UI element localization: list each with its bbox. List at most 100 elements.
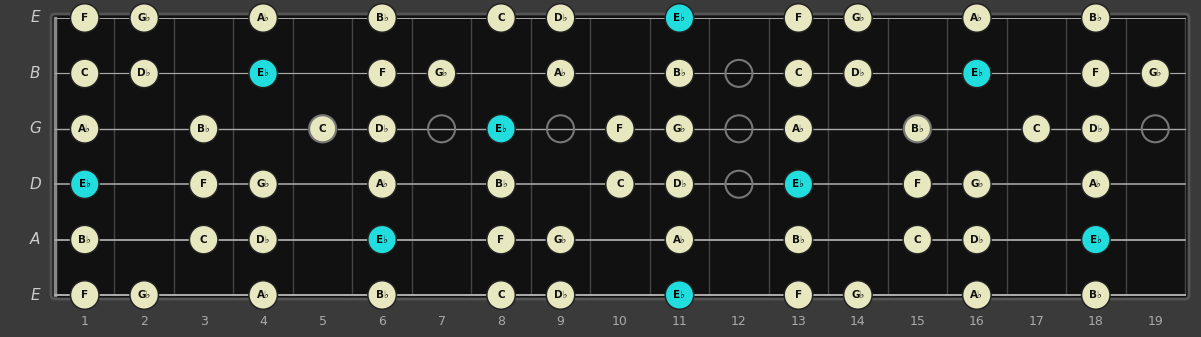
Circle shape xyxy=(607,115,633,142)
Text: D♭: D♭ xyxy=(376,124,389,134)
Circle shape xyxy=(962,224,992,254)
Circle shape xyxy=(605,114,635,144)
Text: F: F xyxy=(795,290,802,300)
Text: A♭: A♭ xyxy=(791,124,805,134)
Circle shape xyxy=(368,3,398,33)
Text: B♭: B♭ xyxy=(1089,13,1103,23)
Text: A♭: A♭ xyxy=(554,68,567,79)
Circle shape xyxy=(664,114,694,144)
Circle shape xyxy=(1081,114,1111,144)
Circle shape xyxy=(963,4,991,31)
Text: E♭: E♭ xyxy=(495,124,507,134)
Circle shape xyxy=(1140,58,1170,88)
Text: 12: 12 xyxy=(731,315,747,328)
Circle shape xyxy=(1081,224,1111,254)
Circle shape xyxy=(545,280,575,310)
Circle shape xyxy=(488,171,514,198)
Circle shape xyxy=(486,114,516,144)
Circle shape xyxy=(488,226,514,253)
Text: D♭: D♭ xyxy=(554,290,567,300)
Text: B♭: B♭ xyxy=(376,13,389,23)
Circle shape xyxy=(486,224,516,254)
Circle shape xyxy=(667,226,693,253)
Circle shape xyxy=(962,58,992,88)
Circle shape xyxy=(843,3,873,33)
Text: G♭: G♭ xyxy=(138,290,151,300)
Circle shape xyxy=(783,224,813,254)
Circle shape xyxy=(190,115,217,142)
Circle shape xyxy=(1082,281,1110,308)
Circle shape xyxy=(130,280,160,310)
Text: G♭: G♭ xyxy=(970,179,984,189)
Text: F: F xyxy=(616,124,623,134)
Circle shape xyxy=(486,169,516,199)
Circle shape xyxy=(962,3,992,33)
Text: 10: 10 xyxy=(613,315,628,328)
Text: A: A xyxy=(30,232,40,247)
Text: G♭: G♭ xyxy=(435,68,448,79)
Circle shape xyxy=(1081,280,1111,310)
Circle shape xyxy=(902,224,932,254)
Circle shape xyxy=(667,171,693,198)
Text: F: F xyxy=(378,68,386,79)
Text: 19: 19 xyxy=(1147,315,1163,328)
Circle shape xyxy=(190,226,217,253)
Circle shape xyxy=(369,281,395,308)
Circle shape xyxy=(428,60,455,87)
Text: G♭: G♭ xyxy=(138,13,151,23)
Circle shape xyxy=(1082,226,1110,253)
Circle shape xyxy=(664,58,694,88)
Circle shape xyxy=(785,281,812,308)
Text: B♭: B♭ xyxy=(78,235,91,245)
Circle shape xyxy=(607,171,633,198)
Text: E♭: E♭ xyxy=(674,13,686,23)
Circle shape xyxy=(71,226,98,253)
Text: A♭: A♭ xyxy=(257,13,269,23)
Circle shape xyxy=(369,115,395,142)
Circle shape xyxy=(664,3,694,33)
Circle shape xyxy=(844,281,872,308)
Circle shape xyxy=(189,224,219,254)
Circle shape xyxy=(785,115,812,142)
Circle shape xyxy=(843,280,873,310)
Text: 9: 9 xyxy=(556,315,564,328)
Circle shape xyxy=(844,4,872,31)
Circle shape xyxy=(249,58,279,88)
Circle shape xyxy=(70,169,100,199)
Text: F: F xyxy=(1092,68,1099,79)
Circle shape xyxy=(1082,171,1110,198)
Text: A♭: A♭ xyxy=(78,124,91,134)
Circle shape xyxy=(309,115,336,142)
Circle shape xyxy=(963,226,991,253)
Circle shape xyxy=(605,169,635,199)
Text: E♭: E♭ xyxy=(257,68,269,79)
Circle shape xyxy=(249,3,279,33)
Circle shape xyxy=(783,169,813,199)
Circle shape xyxy=(131,281,157,308)
Circle shape xyxy=(785,226,812,253)
Text: 16: 16 xyxy=(969,315,985,328)
Circle shape xyxy=(545,3,575,33)
Circle shape xyxy=(1081,58,1111,88)
Text: C: C xyxy=(80,68,89,79)
Text: E: E xyxy=(30,287,40,303)
Text: 13: 13 xyxy=(790,315,806,328)
Circle shape xyxy=(902,169,932,199)
Circle shape xyxy=(71,4,98,31)
Circle shape xyxy=(546,281,574,308)
Circle shape xyxy=(962,169,992,199)
Circle shape xyxy=(71,281,98,308)
Text: G: G xyxy=(29,121,41,136)
Text: E♭: E♭ xyxy=(674,290,686,300)
Text: G♭: G♭ xyxy=(852,13,865,23)
Text: C: C xyxy=(1033,124,1040,134)
Text: E♭: E♭ xyxy=(79,179,91,189)
Text: 17: 17 xyxy=(1028,315,1044,328)
Circle shape xyxy=(250,226,276,253)
Circle shape xyxy=(131,4,157,31)
Text: 3: 3 xyxy=(199,315,208,328)
Circle shape xyxy=(189,169,219,199)
Text: F: F xyxy=(82,13,89,23)
Circle shape xyxy=(250,171,276,198)
Circle shape xyxy=(368,224,398,254)
